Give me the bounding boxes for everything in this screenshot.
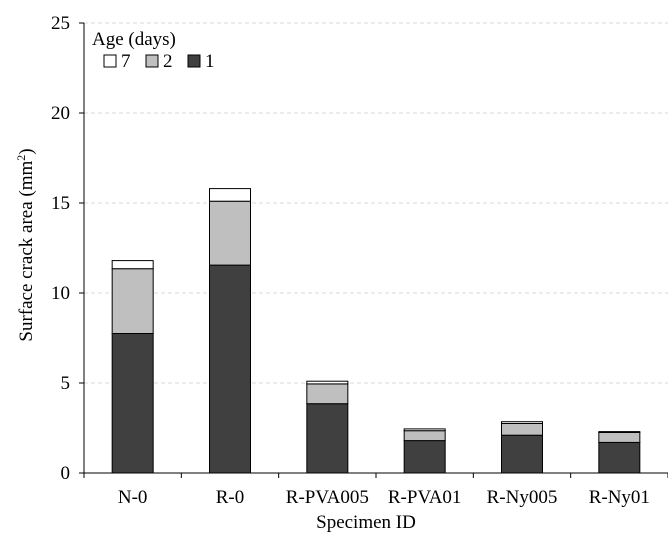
x-tick-label: R-0 [216,487,245,508]
bar-segment-age-2 [501,423,543,436]
bar-segment-age-7 [111,260,154,270]
bar-segment-age-1 [403,440,446,474]
legend-label-age-2: 2 [163,51,173,72]
legend-swatch-age-1 [187,54,201,68]
bar-segment-age-1 [306,403,349,474]
x-tick-label: R-PVA005 [286,487,369,508]
y-axis-label: Surface crack area (mm2) [14,148,37,341]
bar-segment-age-7 [403,428,446,432]
bar-segment-age-7 [209,188,251,202]
y-axis-label-sup: 2 [14,155,28,161]
x-axis-label: Specimen ID [316,512,416,533]
bar-segment-age-2 [111,268,154,335]
y-tick-label: 0 [61,463,71,484]
y-axis-label-main: Surface crack area (mm [16,160,37,341]
x-tick-label: R-PVA01 [388,487,462,508]
legend-title: Age (days) [92,29,176,50]
bar-segment-age-7 [306,380,349,385]
y-axis-ticks: 0 5 10 15 20 25 [51,13,84,484]
bar-segment-age-2 [403,430,446,442]
bar-segment-age-7 [598,431,641,434]
x-tick-label: R-Ny005 [487,487,558,508]
legend-swatch-age-2 [145,54,159,68]
bar-segment-age-1 [501,434,543,474]
bar-segment-age-1 [209,264,251,474]
y-tick-label: 20 [51,103,70,124]
gridlines [84,22,668,384]
legend-label-age-7: 7 [121,51,131,72]
bar-segment-age-2 [306,383,349,405]
y-tick-label: 15 [51,193,70,214]
bar-segment-age-2 [598,432,641,443]
bar-segment-age-1 [111,333,154,474]
y-tick-label: 25 [51,13,70,34]
x-axis-ticks: N-0 R-0 R-PVA005 R-PVA01 R-Ny005 R-Ny01 [83,473,668,508]
bar-segment-age-7 [501,421,543,425]
x-tick-label: R-Ny01 [589,487,650,508]
legend-label-age-1: 1 [205,51,215,72]
y-tick-label: 10 [51,283,70,304]
bars [111,188,641,474]
legend: Age (days) 7 2 1 [92,29,215,72]
bar-segment-age-2 [209,200,251,266]
y-axis-label-end: ) [16,148,37,154]
x-tick-label: N-0 [118,487,148,508]
legend-swatch-age-7 [103,54,117,68]
bar-segment-age-1 [598,441,641,474]
y-tick-label: 5 [61,373,71,394]
